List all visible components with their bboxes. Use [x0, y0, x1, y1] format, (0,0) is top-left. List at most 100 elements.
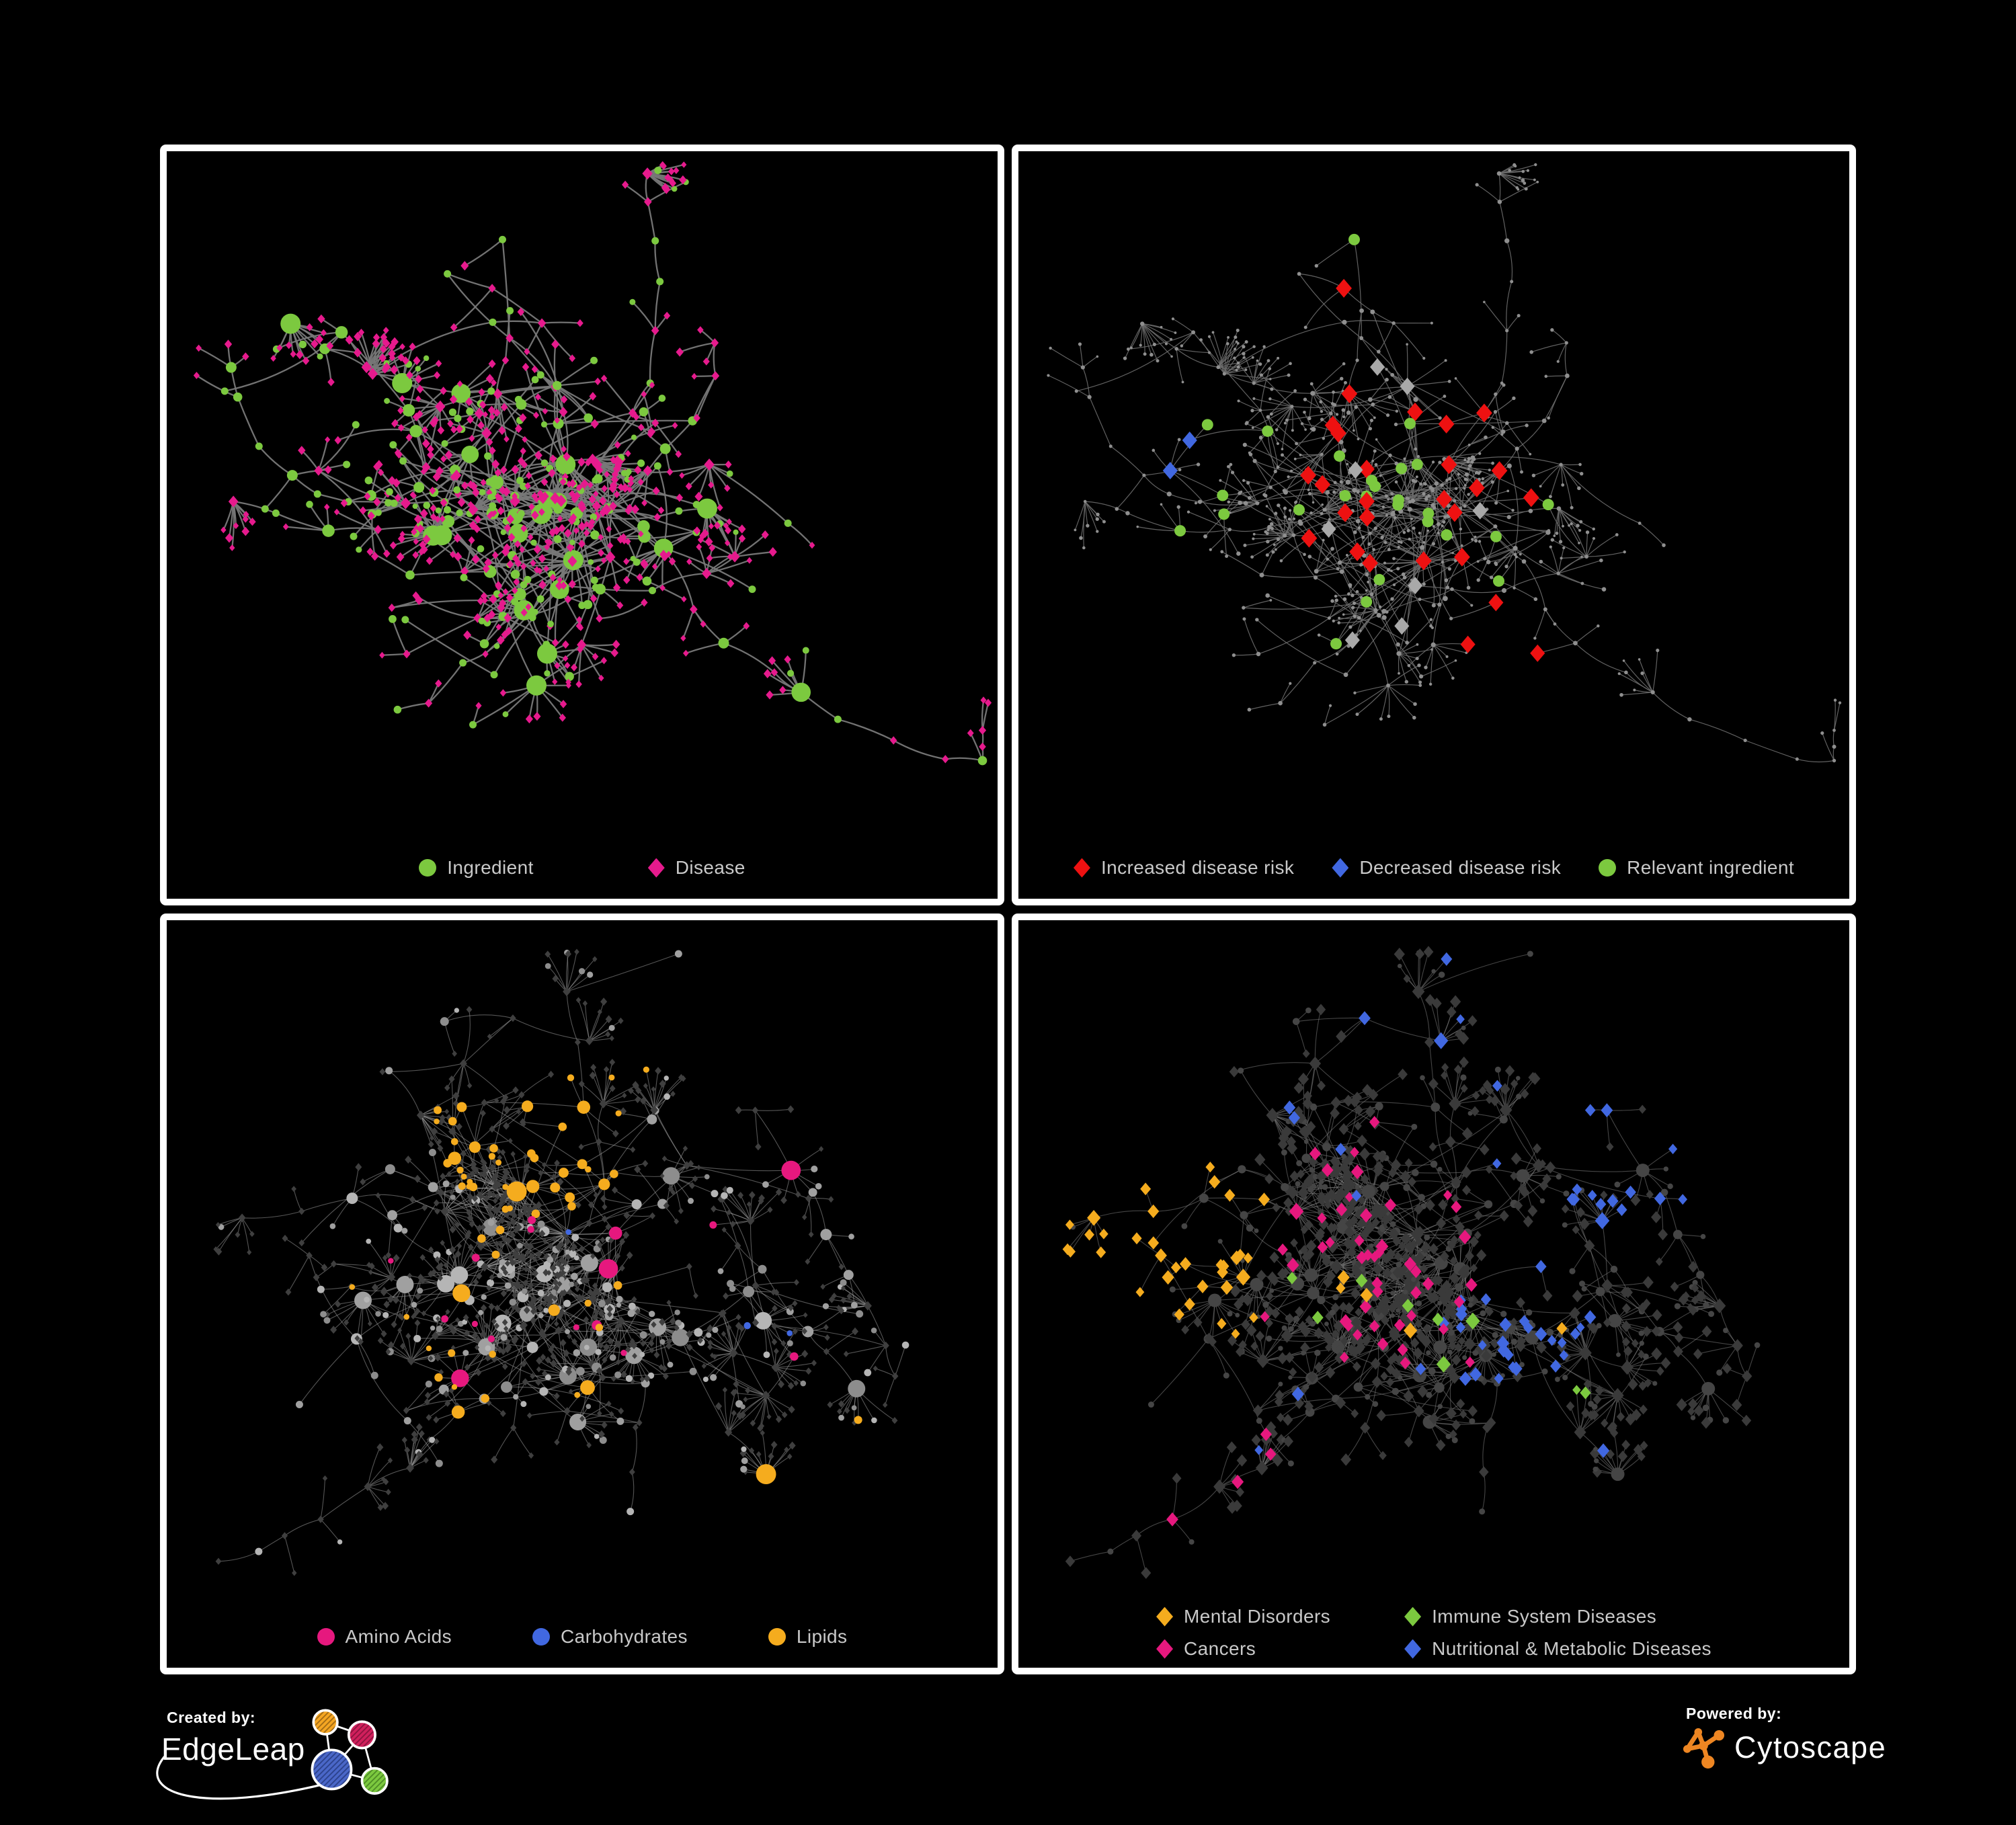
disease-node [527, 1412, 532, 1418]
network-edge [599, 1142, 633, 1150]
network-node [1255, 618, 1258, 621]
highlighted-node [1293, 504, 1305, 516]
disease-node [676, 348, 684, 357]
network-edge [697, 376, 716, 418]
network-edge [1561, 464, 1640, 523]
network-edge [654, 1071, 658, 1110]
network-edge [600, 589, 653, 590]
network-node [1195, 501, 1197, 504]
ingredient-node [902, 1342, 910, 1349]
disease-node [554, 1439, 559, 1446]
network-edge [655, 241, 659, 282]
panel-disease-risk: Increased disease risk Decreased disease… [1012, 145, 1856, 905]
disease-node [378, 1337, 384, 1344]
disease-node [327, 378, 335, 387]
network-node [1444, 578, 1448, 582]
network-node [1744, 739, 1747, 742]
disease-node [428, 1141, 434, 1147]
network-node [1167, 491, 1172, 496]
network-node [1387, 568, 1390, 571]
network-node [1543, 608, 1547, 612]
network-edge [750, 1221, 756, 1285]
network-node [1237, 362, 1240, 364]
network-node [1231, 471, 1234, 474]
ingredient-node [404, 1417, 411, 1424]
network-edge [397, 703, 428, 710]
network-node [1385, 514, 1388, 516]
network-edge [618, 1266, 689, 1285]
network-edge [604, 1199, 637, 1204]
ingredient-node [727, 471, 733, 477]
network-edge [721, 1246, 738, 1271]
disease-node [707, 555, 713, 563]
ingredient-node [389, 615, 397, 623]
ingredient-node [706, 1332, 711, 1338]
disease-node [602, 1204, 607, 1211]
disease-risk-network-graph [1018, 151, 1849, 899]
network-node [1412, 526, 1416, 530]
ingredient-node [386, 488, 393, 495]
network-edge [687, 1166, 791, 1171]
disease-node [679, 473, 684, 479]
network-node [1266, 505, 1268, 508]
network-edge [686, 643, 723, 653]
network-edge [1262, 571, 1342, 577]
ingredient-node [478, 1310, 483, 1315]
network-node [1370, 592, 1374, 596]
disease-node [522, 363, 530, 371]
disease-node [536, 1367, 542, 1373]
network-node [1220, 550, 1223, 553]
network-node [1559, 540, 1562, 543]
disease-node [503, 1106, 510, 1114]
ingredient-node [317, 354, 323, 360]
network-edge [218, 1218, 242, 1225]
disease-node [743, 1397, 748, 1402]
disease-node [769, 547, 777, 557]
network-node [1562, 546, 1565, 549]
network-node [1332, 620, 1335, 622]
network-node [1270, 522, 1274, 526]
network-edge [1545, 610, 1555, 624]
ingredient-node [851, 1302, 858, 1309]
network-edge [1254, 383, 1272, 389]
network-edge [294, 1189, 302, 1211]
disease-node [434, 1199, 440, 1206]
disease-node [828, 1196, 834, 1203]
network-node [1390, 569, 1393, 572]
network-node [1527, 169, 1529, 172]
network-node [1285, 419, 1289, 422]
disease-node [501, 1290, 507, 1297]
ingredient-node [462, 1350, 469, 1356]
network-edge [319, 471, 371, 495]
network-edge [1137, 527, 1180, 531]
network-node [1216, 365, 1220, 369]
ingredient-node [553, 381, 562, 391]
network-edge [1170, 471, 1223, 495]
network-node [1225, 555, 1228, 558]
ingredient-node [627, 1508, 634, 1515]
ingredients-diseases-network-graph [167, 151, 998, 899]
network-node [1265, 594, 1270, 598]
network-node [1506, 489, 1509, 492]
network-edge [493, 321, 542, 323]
network-node [1580, 555, 1583, 558]
disease-node [460, 1150, 467, 1158]
network-node [1410, 499, 1415, 503]
ingredient-node [762, 1181, 769, 1188]
network-node [1519, 176, 1521, 179]
disease-node [735, 1106, 742, 1114]
disease-node [780, 1340, 786, 1347]
network-node [1109, 444, 1113, 448]
network-node [1355, 358, 1359, 362]
network-node [1123, 356, 1127, 360]
network-node [1178, 469, 1182, 472]
network-edge [1313, 364, 1344, 393]
network-edge [1433, 557, 1462, 645]
disease-node [433, 1416, 439, 1424]
network-node [1269, 599, 1272, 602]
disease-node [500, 1149, 506, 1156]
ingredient-node [733, 530, 738, 535]
network-edge [1353, 599, 1392, 640]
network-edge [351, 1287, 384, 1291]
